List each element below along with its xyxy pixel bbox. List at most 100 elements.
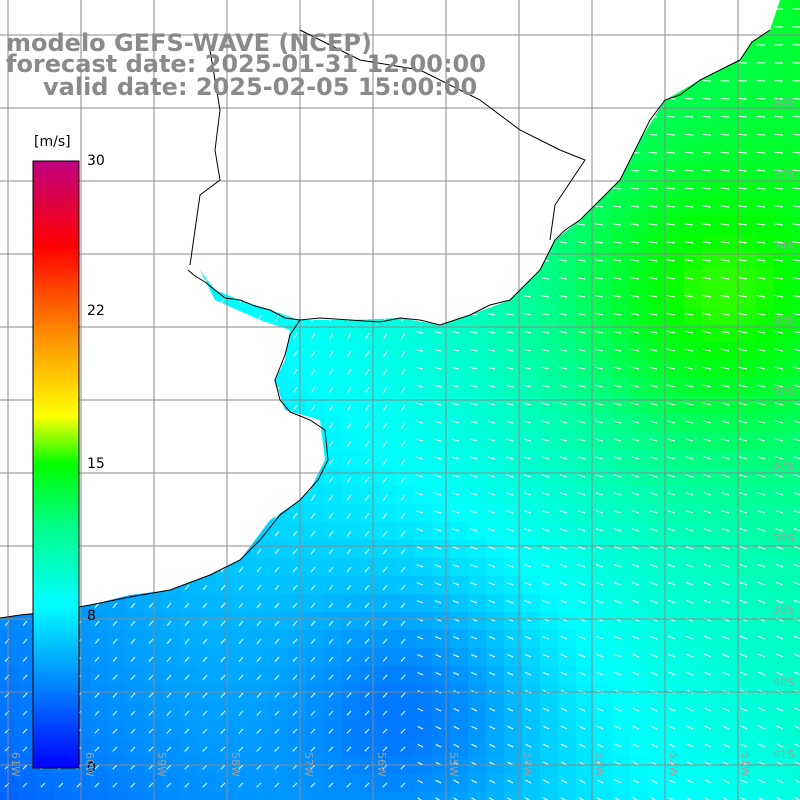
wind-arrow — [774, 187, 784, 190]
wind-arrow — [738, 133, 748, 136]
wind-arrow — [469, 438, 478, 442]
wind-arrow — [488, 510, 496, 514]
wind-arrow — [274, 764, 280, 770]
wind-arrow — [364, 422, 370, 430]
wind-arrow — [666, 241, 676, 244]
wind-arrow — [400, 674, 406, 680]
wind-arrow — [382, 386, 388, 394]
wind-arrow — [238, 728, 244, 734]
wind-arrow — [382, 350, 388, 358]
wind-arrow — [346, 602, 352, 609]
wind-arrow — [507, 743, 514, 748]
wind-arrow — [328, 692, 334, 698]
wind-arrow — [577, 456, 586, 460]
wind-arrow — [542, 600, 550, 604]
field-cell — [594, 792, 612, 800]
wind-arrow — [435, 672, 442, 676]
wind-arrow — [560, 797, 567, 800]
wind-arrow — [434, 510, 442, 514]
wind-arrow — [757, 474, 766, 478]
wind-arrow — [739, 510, 748, 514]
wind-arrow — [738, 205, 748, 208]
wind-arrow — [364, 476, 370, 483]
field-cell — [252, 792, 270, 800]
wind-arrow — [650, 707, 658, 712]
wind-arrow — [346, 458, 352, 466]
wind-arrow — [94, 710, 100, 716]
wind-arrow — [433, 348, 442, 352]
wind-arrow — [632, 797, 639, 800]
wind-arrow — [560, 546, 568, 550]
wind-arrow — [578, 671, 586, 676]
wind-arrow — [560, 599, 568, 604]
wind-arrow — [684, 241, 694, 244]
wind-arrow — [505, 456, 514, 460]
wind-arrow — [148, 656, 154, 663]
wind-arrow — [523, 295, 532, 298]
wind-arrow — [612, 205, 622, 208]
wind-arrow — [613, 456, 622, 460]
wind-arrow — [792, 115, 800, 118]
wind-arrow — [577, 492, 586, 496]
wind-arrow — [542, 797, 549, 800]
wind-arrow — [541, 366, 550, 370]
field-cell — [792, 648, 800, 666]
wind-arrow — [559, 330, 568, 334]
wind-arrow — [166, 638, 172, 645]
field-cell — [792, 612, 800, 630]
wind-arrow — [470, 510, 478, 514]
wind-arrow — [594, 330, 604, 334]
wind-arrow — [435, 708, 442, 712]
wind-arrow — [506, 635, 514, 640]
wind-arrow — [560, 564, 568, 568]
wind-arrow — [130, 692, 136, 698]
wind-arrow — [666, 223, 676, 226]
field-cell — [792, 792, 800, 800]
wind-arrow — [738, 169, 748, 172]
wind-arrow — [346, 638, 352, 645]
wind-arrow — [684, 115, 694, 118]
wind-arrow — [202, 710, 208, 716]
wind-arrow — [558, 241, 568, 244]
wind-arrow — [506, 600, 514, 604]
field-cell — [342, 792, 360, 800]
wind-arrow — [595, 402, 604, 406]
wind-arrow — [94, 746, 100, 752]
wind-arrow — [666, 348, 676, 352]
lon-label: 61W — [9, 752, 22, 777]
wind-arrow — [292, 728, 298, 734]
field-cell — [792, 468, 800, 486]
wind-arrow — [310, 764, 316, 770]
wind-arrow — [346, 350, 352, 358]
wind-arrow — [416, 492, 424, 496]
wind-arrow — [775, 438, 784, 442]
wind-arrow — [594, 366, 604, 370]
wind-arrow — [220, 782, 226, 788]
wind-arrow — [614, 581, 622, 586]
wind-arrow — [684, 259, 694, 262]
wind-arrow — [774, 259, 784, 262]
wind-arrow — [524, 779, 532, 784]
lon-label: 52W — [667, 752, 680, 777]
wind-arrow — [524, 797, 531, 800]
wind-arrow — [506, 564, 514, 568]
wind-arrow — [434, 492, 442, 496]
wind-arrow — [256, 674, 262, 681]
wind-arrow — [686, 743, 694, 748]
wind-arrow — [648, 187, 658, 190]
wind-arrow — [757, 599, 766, 604]
wind-arrow — [541, 456, 550, 460]
wind-arrow — [775, 492, 784, 496]
wind-arrow — [275, 314, 280, 322]
wind-arrow — [328, 674, 334, 680]
wind-arrow — [756, 330, 766, 334]
wind-arrow — [756, 187, 766, 190]
wind-arrow — [702, 420, 712, 424]
wind-arrow — [756, 259, 766, 262]
field-cell — [792, 504, 800, 522]
wind-arrow — [774, 241, 784, 244]
colorbar-unit-label: [m/s] — [34, 134, 71, 150]
wind-arrow — [738, 312, 748, 316]
wind-arrow — [559, 420, 568, 424]
wind-arrow — [434, 474, 442, 478]
